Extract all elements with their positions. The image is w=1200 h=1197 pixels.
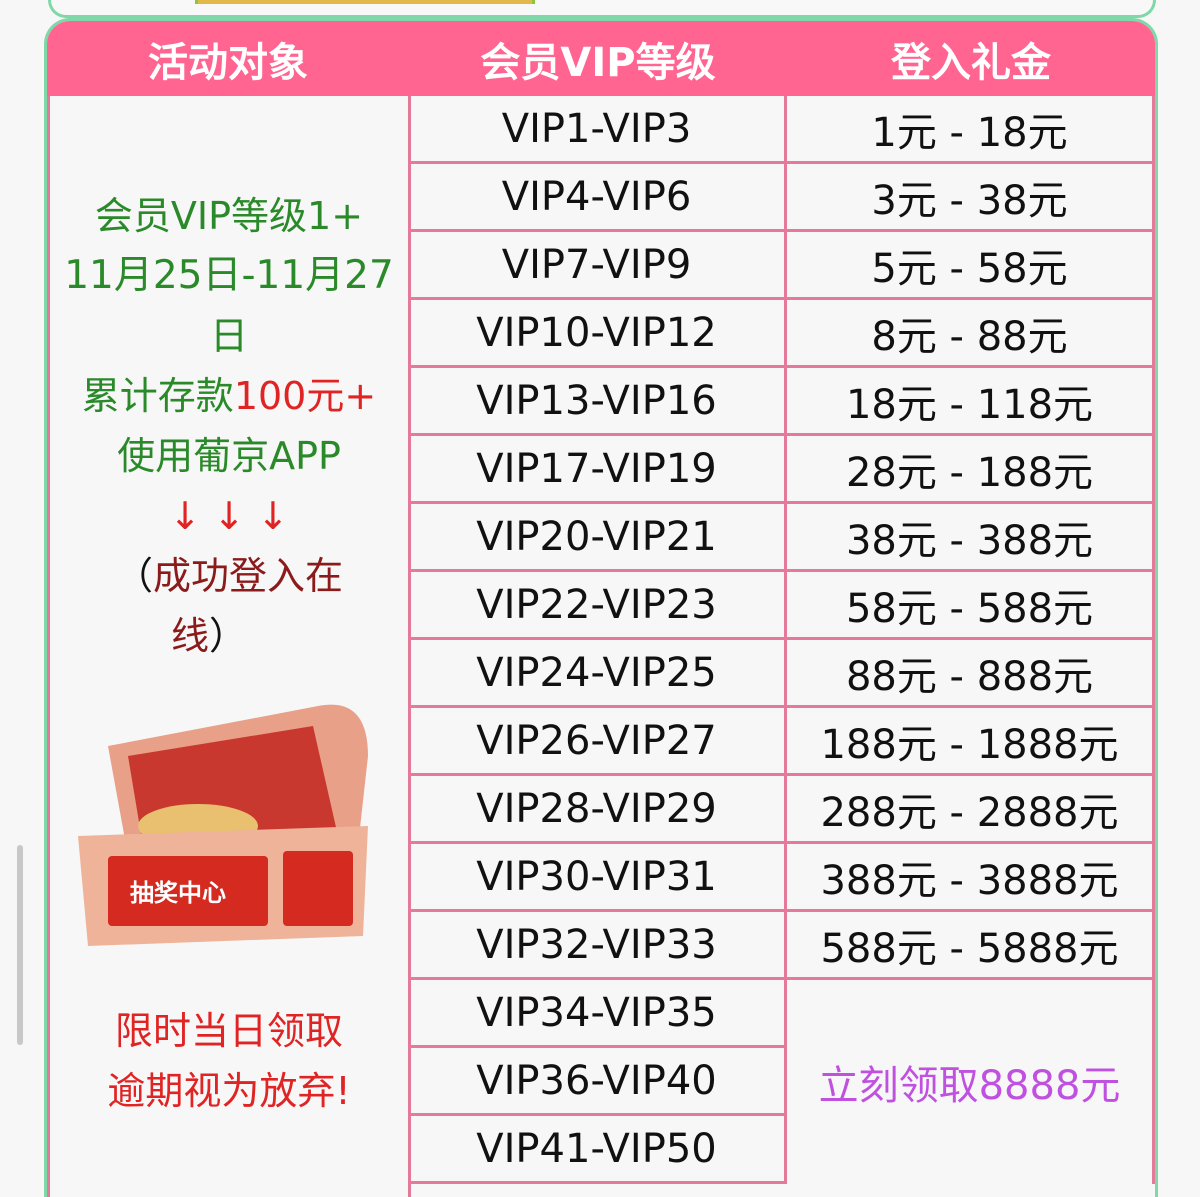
scrollbar[interactable] [17,845,23,1045]
vip-rows: VIP1-VIP3 1元 - 18元 VIP4-VIP6 3元 - 38元 VIP7-V… [409,96,1155,1184]
login-note: （成功登入在 [50,546,408,606]
table-row: VIP20-VIP21 38元 - 388元 [409,504,1155,572]
vip-level-cell: VIP13-VIP16 [409,368,787,436]
down-arrows-icon: ↓ ↓ ↓ [169,494,289,538]
vip-level-cell: VIP17-VIP19 [409,436,787,504]
bonus-cell: 8元 - 88元 [787,300,1155,368]
bonus-cell: 1元 - 18元 [787,96,1155,164]
date-range: 11月25日-11月27 [64,253,394,298]
table-row: VIP4-VIP6 3元 - 38元 [409,164,1155,232]
deposit-label: 累计存款 [81,374,234,418]
vip-level-cell: VIP24-VIP25 [409,640,787,708]
table-row: VIP28-VIP29 288元 - 2888元 [409,776,1155,844]
previous-card-bar [195,0,535,4]
app-requirement: 使用葡京APP [117,434,341,478]
warning-line2: 逾期视为放弃! [107,1069,351,1113]
vip-level-cell: VIP1-VIP3 [409,96,787,164]
vip-level-cell: VIP7-VIP9 [409,232,787,300]
bonus-cell: 288元 - 2888元 [787,776,1155,844]
bonus-cell: 28元 - 188元 [787,436,1155,504]
table-row: VIP36-VIP40 [409,1048,1155,1116]
header-activity-target: 活动对象 [148,39,308,86]
activity-target-cell: 会员VIP等级1+ 11月25日-11月27 日 累计存款100元+ 使用葡京A… [47,96,411,1197]
table-row: VIP22-VIP23 58元 - 588元 [409,572,1155,640]
table-row: VIP41-VIP50 [409,1116,1155,1184]
vip-level-cell: VIP26-VIP27 [409,708,787,776]
vip-level-cell: VIP22-VIP23 [409,572,787,640]
table-row: VIP34-VIP35 [409,980,1155,1048]
vip-requirement: 会员VIP等级1+ [94,194,364,238]
vip-level-cell: VIP34-VIP35 [409,980,787,1048]
vip-bonus-table: 活动对象 会员VIP等级 登入礼金 会员VIP等级1+ 11月25日-11月27… [44,18,1158,1197]
header-vip-level: 会员VIP等级 [480,39,716,86]
bonus-cell: 588元 - 5888元 [787,912,1155,980]
table-row: VIP1-VIP3 1元 - 18元 [409,96,1155,164]
table-row: VIP17-VIP19 28元 - 188元 [409,436,1155,504]
bonus-cell: 38元 - 388元 [787,504,1155,572]
table-row: VIP24-VIP25 88元 - 888元 [409,640,1155,708]
bonus-cell: 58元 - 588元 [787,572,1155,640]
vip-level-cell: VIP4-VIP6 [409,164,787,232]
vip-level-cell: VIP36-VIP40 [409,1048,787,1116]
vip-level-cell: VIP41-VIP50 [409,1116,787,1184]
header-login-bonus: 登入礼金 [891,39,1051,86]
bonus-cell: 88元 - 888元 [787,640,1155,708]
paren: （ [114,554,153,598]
vip-level-cell: VIP30-VIP31 [409,844,787,912]
vip-level-cell: VIP28-VIP29 [409,776,787,844]
warning-line1: 限时当日领取 [114,1009,343,1053]
chest-label: 抽奖中心 [130,879,226,907]
table-row: VIP13-VIP16 18元 - 118元 [409,368,1155,436]
vip-level-cell: VIP32-VIP33 [409,912,787,980]
merged-bonus-cell: 立刻领取8888元 [787,980,1155,1184]
table-header: 活动对象 会员VIP等级 登入礼金 [47,21,1155,96]
treasure-chest-icon[interactable]: 抽奖中心 [68,686,378,956]
table-row: VIP7-VIP9 5元 - 58元 [409,232,1155,300]
login-note-cont: 线） [10,606,408,666]
note-text: 成功登入在 [153,554,344,598]
table-row: VIP30-VIP31 388元 - 3888元 [409,844,1155,912]
paren: ） [209,614,248,658]
date-range-cont: 日 [209,314,248,358]
deposit-amount: 100元+ [233,374,377,418]
bonus-cell: 5元 - 58元 [787,232,1155,300]
vip-level-cell: VIP20-VIP21 [409,504,787,572]
deposit-requirement: 累计存款100元+ [50,366,408,426]
vip-level-cell: VIP10-VIP12 [409,300,787,368]
table-row: VIP26-VIP27 188元 - 1888元 [409,708,1155,776]
table-row: VIP32-VIP33 588元 - 5888元 [409,912,1155,980]
bonus-cell: 3元 - 38元 [787,164,1155,232]
bonus-cell: 388元 - 3888元 [787,844,1155,912]
table-row: VIP10-VIP12 8元 - 88元 [409,300,1155,368]
note-text: 线 [170,614,209,658]
bonus-cell: 18元 - 118元 [787,368,1155,436]
bonus-cell: 188元 - 1888元 [787,708,1155,776]
